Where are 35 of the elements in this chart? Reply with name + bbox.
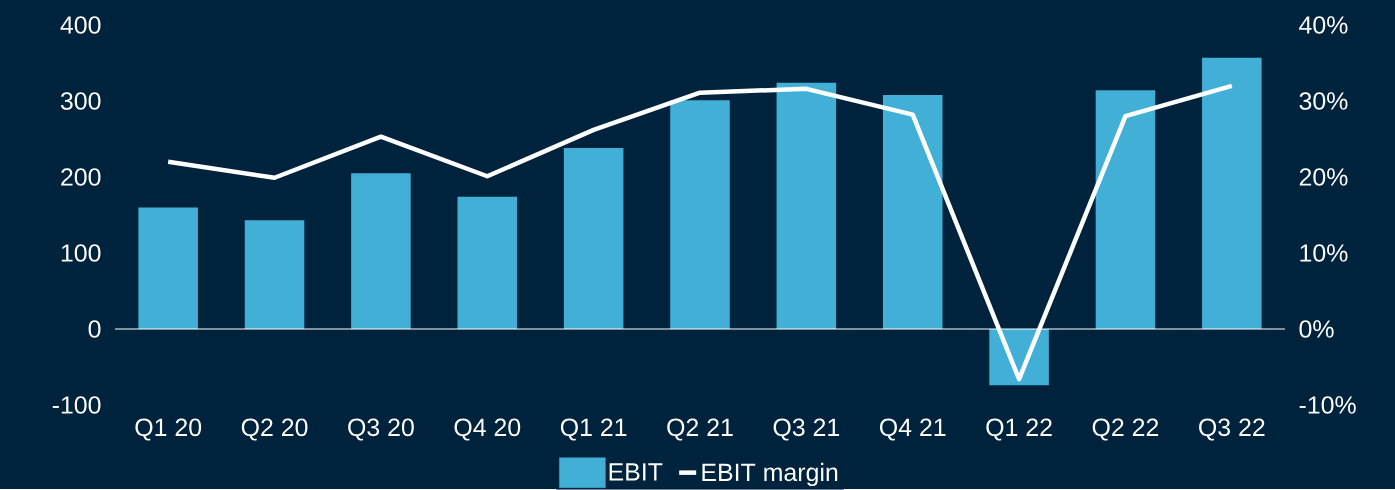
x-tick-label: Q3 20 <box>348 418 414 441</box>
y2-tick-label: 20% <box>1299 168 1348 186</box>
bar <box>563 148 624 330</box>
legend-label: EBIT margin <box>702 462 838 487</box>
bar <box>776 82 837 330</box>
x-tick-label: Q1 20 <box>135 418 202 441</box>
bar <box>457 196 518 330</box>
x-tick-label: Q3 22 <box>1199 418 1265 441</box>
x-tick-label: Q2 21 <box>667 418 733 441</box>
x-tick-label: Q1 21 <box>560 418 627 441</box>
x-tick-label: Q3 21 <box>773 418 840 441</box>
x-tick-label: Q1 22 <box>986 418 1052 441</box>
x-tick-label: Q4 21 <box>879 418 946 441</box>
x-tick-label: Q4 20 <box>454 418 521 441</box>
y2-tick-label: 40% <box>1299 16 1348 34</box>
y-tick-label: 400 <box>60 16 101 34</box>
x-tick-label: Q2 22 <box>1092 418 1159 441</box>
bar <box>1095 90 1156 330</box>
y-tick-label: 0 <box>88 320 101 338</box>
y-tick-label: 100 <box>61 244 101 262</box>
x-tick-label: Q2 20 <box>241 418 308 441</box>
bar <box>244 220 305 330</box>
legend-label: EBIT <box>609 463 663 481</box>
bar <box>138 207 198 330</box>
y2-tick-label: -10% <box>1299 396 1356 414</box>
bar <box>351 173 411 330</box>
y2-tick-label: 10% <box>1300 244 1348 262</box>
y2-tick-label: 30% <box>1299 92 1348 110</box>
y2-tick-label: 0% <box>1299 320 1334 338</box>
y-tick-label: 200 <box>61 168 101 186</box>
y-tick-label: -100 <box>52 396 101 414</box>
bar <box>670 100 730 330</box>
y-tick-label: 300 <box>60 92 101 110</box>
bar <box>1202 57 1262 330</box>
bar <box>882 95 943 330</box>
